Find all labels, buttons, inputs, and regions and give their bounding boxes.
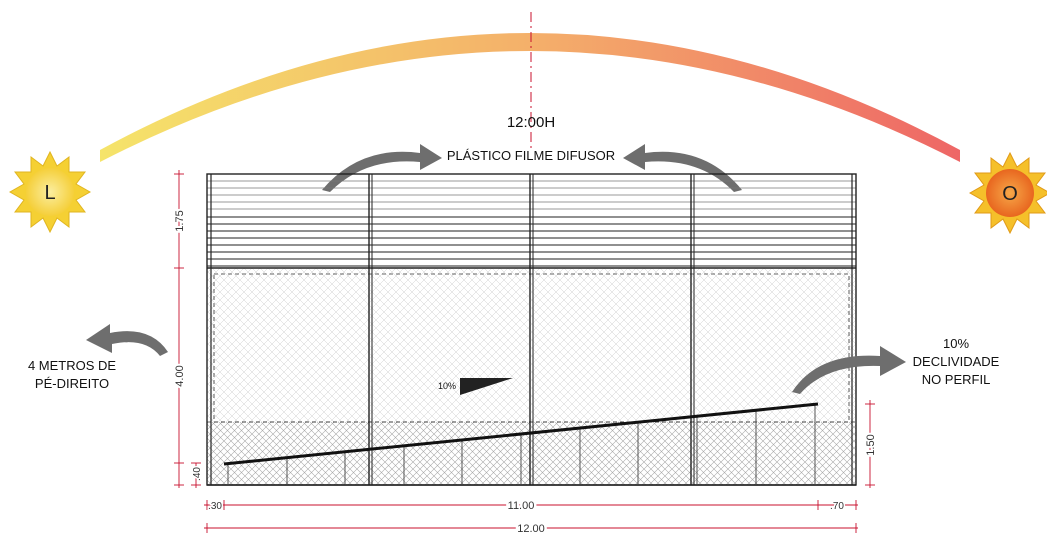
slope-note-arrow-icon [792, 346, 906, 394]
film-arrow-right-icon [623, 144, 742, 192]
sun-east-letter: L [44, 182, 55, 204]
sun-west-letter: O [1002, 183, 1018, 205]
dim-175: 1.75 [174, 210, 186, 231]
sun-east-icon: L [8, 150, 92, 234]
dim-150: 1.50 [865, 434, 877, 455]
sloped-bench [223, 402, 819, 466]
slope-note-line1: 10% [943, 336, 969, 351]
slope-note-line2: DECLIVIDADE [913, 354, 1000, 369]
wall-mesh [207, 268, 856, 422]
noon-time-label: 12:00H [507, 114, 555, 131]
dim-400: 4.00 [174, 365, 186, 386]
roof-louver-layer [207, 216, 856, 267]
ceiling-note-arrow-icon [86, 324, 168, 356]
dim-1200: 12.00 [517, 523, 545, 534]
dim-40: .40 [192, 467, 203, 481]
slope-marker-icon [460, 378, 513, 395]
greenhouse-structure [206, 173, 857, 486]
dimension-left [174, 170, 201, 488]
dim-70: .70 [830, 501, 844, 512]
sun-path-arc [100, 33, 960, 162]
film-label: PLÁSTICO FILME DIFUSOR [447, 148, 615, 163]
film-arrow-left-icon [322, 144, 442, 192]
roof-film-layer [207, 173, 856, 210]
slope-marker-label: 10% [438, 381, 456, 391]
dimension-right [865, 400, 875, 488]
ceiling-note-line2: PÉ-DIREITO [35, 376, 109, 391]
sun-west-icon: O [968, 151, 1047, 235]
dim-30: .30 [208, 501, 222, 512]
ceiling-note-line1: 4 METROS DE [28, 358, 116, 373]
slope-note-line3: NO PERFIL [922, 372, 991, 387]
dim-1100: 11.00 [508, 500, 535, 512]
dimension-bottom [204, 500, 858, 533]
